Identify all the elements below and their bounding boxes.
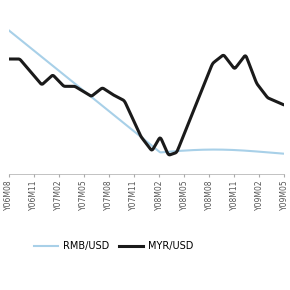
- MYR/USD: [177, 147, 180, 151]
- RMB/USD: [7, 28, 10, 32]
- Line: RMB/USD: RMB/USD: [9, 30, 284, 154]
- MYR/USD: [282, 103, 286, 107]
- MYR/USD: [241, 57, 244, 60]
- RMB/USD: [171, 150, 175, 153]
- RMB/USD: [175, 149, 179, 153]
- RMB/USD: [282, 152, 286, 155]
- RMB/USD: [170, 150, 173, 153]
- MYR/USD: [171, 152, 175, 156]
- MYR/USD: [7, 57, 10, 61]
- Line: MYR/USD: MYR/USD: [9, 55, 284, 155]
- RMB/USD: [257, 150, 260, 153]
- RMB/USD: [239, 149, 243, 152]
- MYR/USD: [258, 86, 262, 90]
- MYR/USD: [222, 54, 225, 57]
- MYR/USD: [8, 57, 11, 61]
- Legend: RMB/USD, MYR/USD: RMB/USD, MYR/USD: [30, 237, 197, 255]
- MYR/USD: [172, 152, 175, 155]
- RMB/USD: [8, 29, 11, 33]
- MYR/USD: [168, 153, 172, 157]
